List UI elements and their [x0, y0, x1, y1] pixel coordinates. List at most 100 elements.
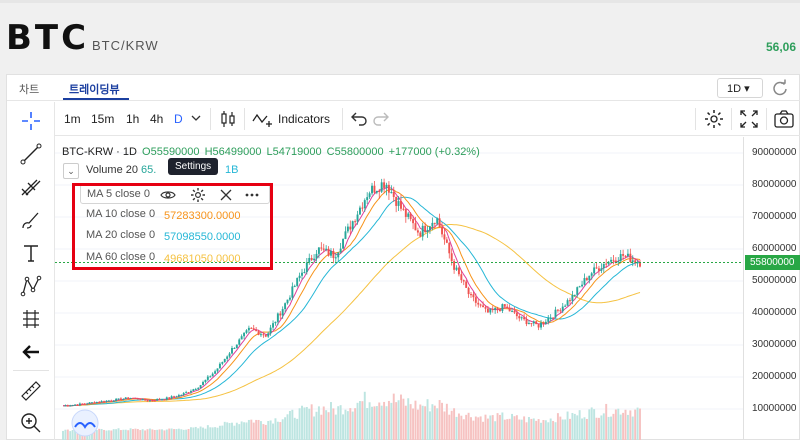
close-icon[interactable] — [217, 186, 235, 204]
more-icon[interactable] — [243, 186, 261, 204]
chevron-down-icon[interactable] — [189, 111, 203, 125]
timeframe-1m[interactable]: 1m — [64, 112, 81, 126]
undo-icon[interactable] — [347, 108, 369, 130]
eye-icon[interactable] — [159, 186, 177, 204]
collapse-legend-button[interactable]: ⌄ — [63, 163, 79, 179]
candle-body — [194, 389, 197, 391]
fib-icon[interactable] — [19, 175, 43, 199]
candle-body — [578, 286, 581, 288]
indicators-button[interactable]: Indicators — [278, 112, 331, 126]
fullscreen-icon[interactable] — [738, 108, 760, 130]
zoom-in-icon[interactable] — [19, 411, 43, 435]
timeframe-1h[interactable]: 1h — [126, 112, 140, 126]
volume-bar — [209, 427, 212, 440]
volume-bar — [199, 426, 202, 440]
candle-body — [436, 218, 439, 224]
volume-bar — [76, 430, 79, 440]
volume-bar — [383, 401, 386, 440]
volume-bar — [626, 414, 629, 440]
timeframe-d[interactable]: D — [174, 112, 183, 126]
price-chart[interactable] — [55, 137, 743, 440]
volume-bar — [276, 421, 279, 440]
tab-tradingview[interactable]: 트레이딩뷰 — [69, 84, 120, 96]
candle-body — [363, 200, 366, 209]
volume-bar — [501, 412, 504, 440]
volume-bar — [581, 418, 584, 440]
reset-icon[interactable] — [770, 78, 790, 98]
candle-body — [443, 234, 446, 240]
crosshair-icon[interactable] — [19, 109, 43, 133]
candle-body — [163, 399, 166, 401]
interval-select[interactable]: 1D ▾ — [717, 78, 763, 98]
ruler-icon[interactable] — [19, 379, 43, 403]
candle-body — [595, 267, 598, 269]
tradingview-logo-icon[interactable] — [71, 409, 99, 437]
prediction-icon[interactable] — [19, 307, 43, 331]
candle-body — [151, 400, 154, 402]
candle-body — [552, 317, 555, 319]
volume-bar — [636, 407, 639, 440]
candle-body — [301, 272, 303, 276]
timeframe-4h[interactable]: 4h — [150, 112, 164, 126]
candles-icon[interactable] — [217, 108, 239, 130]
pattern-icon[interactable] — [19, 274, 43, 298]
candle-body — [339, 248, 342, 253]
change-value: +177000 (+0.32%) — [388, 146, 480, 158]
candle-body — [501, 304, 504, 312]
volume-bar — [544, 420, 547, 440]
back-arrow-icon[interactable] — [19, 340, 43, 364]
coin-title: BTC — [6, 18, 90, 58]
volume-bar — [141, 429, 144, 440]
candle-body — [303, 272, 306, 274]
candle-body — [385, 184, 388, 188]
candle-body — [107, 400, 110, 402]
volume-bar — [64, 429, 67, 440]
candle-body — [105, 400, 108, 402]
settings-gear-icon[interactable] — [189, 186, 207, 204]
y-tick-label: 30000000 — [752, 339, 797, 350]
volume-bar — [139, 430, 142, 440]
volume-bar — [368, 402, 371, 440]
candle-body — [269, 327, 272, 334]
candle-body — [491, 308, 494, 311]
candle-body — [561, 306, 564, 312]
candle-body — [134, 398, 137, 400]
candle-body — [185, 392, 188, 394]
volume-bar — [107, 430, 110, 440]
candle-body — [346, 226, 349, 232]
volume-bar — [513, 416, 516, 440]
brush-icon[interactable] — [19, 208, 43, 232]
candle-body — [581, 284, 584, 287]
candle-body — [274, 321, 277, 324]
last-price-tag: 55800000 — [745, 255, 800, 271]
volume-bar — [559, 416, 562, 440]
volume-bar — [211, 427, 214, 440]
volume-bar — [535, 420, 538, 440]
volume-bar — [496, 413, 499, 440]
candle-body — [622, 254, 625, 256]
camera-icon[interactable] — [773, 108, 795, 130]
volume-bar — [247, 419, 250, 440]
volume-bar — [590, 407, 593, 440]
redo-icon[interactable] — [371, 108, 393, 130]
candle-body — [564, 305, 567, 307]
candle-body — [503, 304, 506, 307]
trend-line-icon[interactable] — [19, 142, 43, 166]
volume-bar — [330, 402, 332, 440]
volume-bar — [441, 402, 443, 440]
gear-icon[interactable] — [703, 108, 725, 130]
volume-bar — [445, 403, 448, 440]
timeframe-15m[interactable]: 15m — [91, 112, 115, 126]
volume-bar — [351, 411, 354, 440]
candle-body — [218, 363, 221, 369]
volume-bar — [629, 410, 632, 440]
tab-chart[interactable]: 차트 — [19, 84, 40, 96]
text-icon[interactable] — [19, 241, 43, 265]
volume-bar — [503, 419, 506, 440]
volume-bar — [231, 422, 233, 440]
volume-bar — [175, 429, 178, 440]
ma-60-value: 49681050.0000 — [164, 253, 241, 265]
volume-bar — [499, 414, 501, 440]
volume-bar — [264, 424, 267, 440]
indicators-icon[interactable] — [251, 108, 273, 130]
